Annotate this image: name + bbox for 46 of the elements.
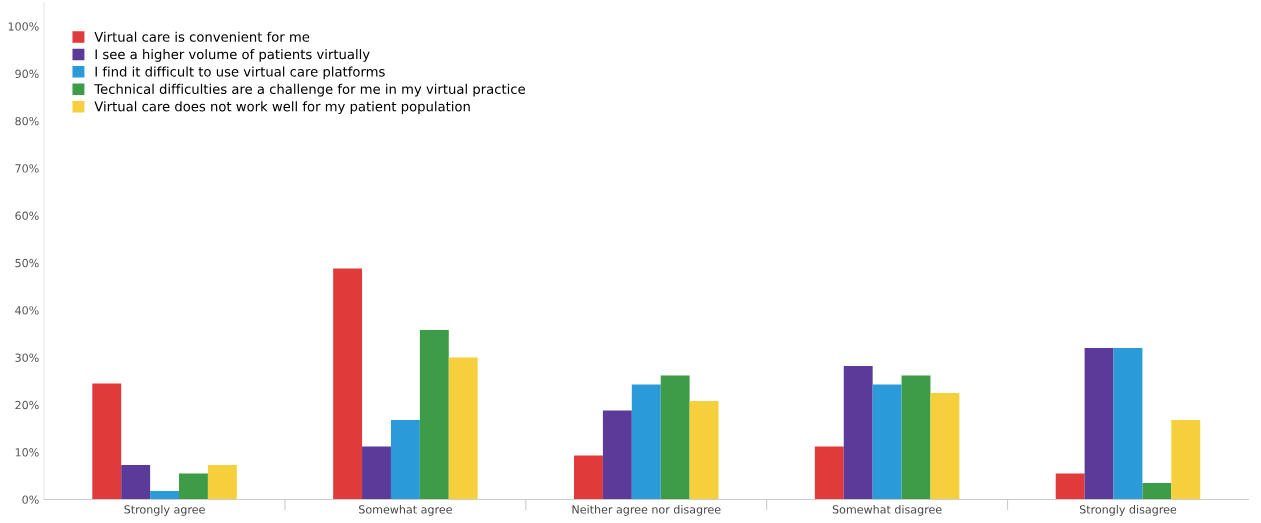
y-tick-label: 20% (15, 400, 39, 410)
y-tick-label: 70% (15, 164, 39, 173)
y-tick-label: 90% (15, 69, 39, 78)
bar (179, 473, 208, 500)
bar (631, 384, 661, 500)
bar (1084, 348, 1114, 500)
legend-label: Technical difficulties are a challenge for me in my virtual practice (94, 83, 525, 97)
legend-label: I find it difficult to use virtual care platforms (95, 66, 385, 80)
x-tick-label: Somewhat agree (359, 505, 452, 516)
legend-label: Virtual care does not work well for my patient population (94, 101, 470, 114)
bar (150, 490, 180, 500)
bar (689, 401, 719, 500)
bar (574, 455, 603, 500)
bar (362, 446, 391, 500)
x-tick-label: Strongly agree (124, 505, 205, 516)
bar (390, 419, 420, 500)
x-tick-label: Neither agree nor disagree (572, 505, 721, 516)
legend-label: Virtual care is convenient for me (94, 31, 310, 42)
bar (1171, 419, 1201, 500)
y-tick-label: 0% (22, 495, 39, 504)
bar (843, 366, 873, 500)
y-tick-label: 40% (15, 306, 39, 315)
bar (121, 464, 151, 500)
bar (930, 393, 960, 500)
bar (660, 375, 690, 500)
x-tick-label: Somewhat disagree (832, 505, 942, 516)
bar (1055, 473, 1085, 500)
y-tick-label: 50% (15, 258, 39, 268)
y-tick-label: 100% (8, 22, 39, 31)
bar (207, 464, 237, 500)
bar (92, 383, 122, 500)
legend-label: I see a higher volume of patients virtually (95, 49, 370, 62)
bar (333, 268, 363, 500)
y-tick-label: 10% (15, 448, 39, 457)
y-tick-label: 60% (15, 211, 39, 220)
bar (448, 357, 478, 500)
bar (814, 446, 844, 500)
bar (872, 384, 902, 500)
bar (1113, 348, 1143, 500)
bar (602, 410, 632, 500)
bar (419, 330, 449, 500)
y-tick-label: 80% (15, 116, 39, 126)
bar (901, 375, 931, 500)
x-tick-label: Strongly disagree (1079, 505, 1177, 516)
bar (1142, 482, 1172, 500)
y-tick-label: 30% (15, 353, 39, 362)
